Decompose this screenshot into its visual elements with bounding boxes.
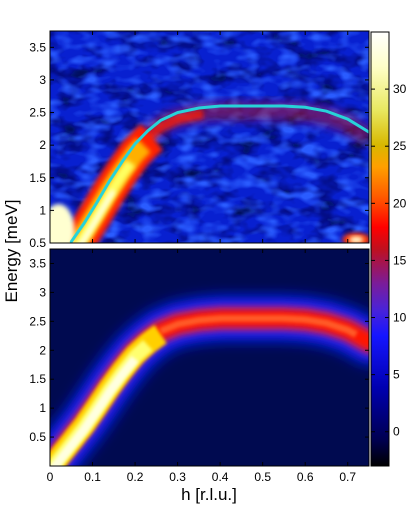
y-tick-label-top: 1: [39, 203, 46, 217]
y-tick-label-top: 3.5: [29, 40, 46, 54]
y-tick-label-bottom: 2.5: [29, 314, 46, 328]
x-tick-label: 0.2: [127, 470, 144, 484]
calculated-panel: [49, 248, 370, 467]
y-tick-label-bottom: 3.5: [29, 256, 46, 270]
measured-intensity: [50, 102, 369, 243]
y-tick-label-bottom: 2: [39, 343, 46, 357]
y-tick-label-bottom: 1.5: [29, 372, 46, 386]
colorbar-tick-label: 30: [393, 82, 407, 96]
y-tick-label-bottom: 0.5: [29, 430, 46, 444]
dispersion-curve: [69, 104, 369, 243]
x-tick-label: 0.5: [254, 470, 271, 484]
x-tick-label: 0.7: [339, 470, 356, 484]
y-tick-label-bottom: 3: [39, 285, 46, 299]
calculated-intensity: [50, 296, 369, 466]
colorbar-tick-label: 25: [393, 139, 407, 153]
colorbar-tick-label: 10: [393, 311, 407, 325]
x-tick-label: 0.1: [84, 470, 101, 484]
colorbar-tick-label: 20: [393, 196, 407, 210]
x-tick-label: 0: [47, 470, 54, 484]
measured-panel: [49, 30, 370, 244]
colorbar-tick-label: 5: [393, 368, 400, 382]
y-tick-label-top: 0.5: [29, 236, 46, 250]
x-tick-label: 0.3: [169, 470, 186, 484]
y-tick-label-top: 2.5: [29, 106, 46, 120]
x-axis-label: h [r.l.u.]: [181, 485, 237, 504]
y-tick-label-top: 2: [39, 138, 46, 152]
y-axis-label: Energy [meV]: [2, 200, 21, 303]
colorbar: 0 5 10 15 20 25 30: [370, 31, 407, 467]
colorbar-tick-label: 15: [393, 253, 407, 267]
colorbar-tick-label: 0: [393, 425, 400, 439]
y-tick-label-bottom: 1: [39, 401, 46, 415]
axes-ticks: 0.5 1 1.5 2 2.5 3 3.5 0.5 1 1.5 2 2.5 3 3.5 0 0.1 0.2 0.3…: [29, 31, 369, 484]
x-tick-label: 0.4: [212, 470, 229, 484]
x-tick-label: 0.6: [297, 470, 314, 484]
y-tick-label-top: 3: [39, 73, 46, 87]
y-tick-label-top: 1.5: [29, 171, 46, 185]
